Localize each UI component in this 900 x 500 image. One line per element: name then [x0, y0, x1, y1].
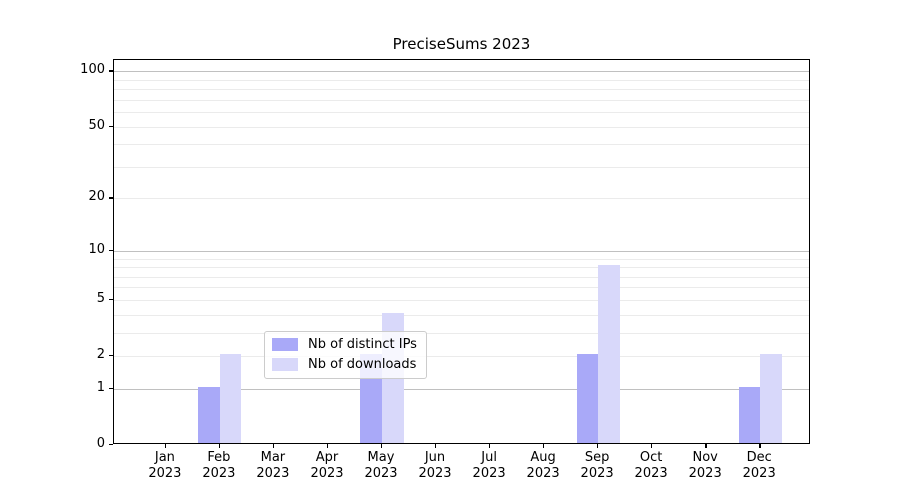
y-tick-mark-20 [109, 197, 113, 199]
y-tick-mark-10 [109, 249, 113, 252]
x-tick-mark-mar [272, 444, 275, 448]
bar-nb-of-downloads-dec [760, 354, 782, 443]
legend-swatch-nb-of-distinct-ips [272, 338, 298, 351]
gridline-minor-70 [114, 99, 809, 101]
gridline-major-100 [114, 71, 809, 73]
y-tick-label-1: 1 [96, 379, 105, 395]
chart-title: PreciseSums 2023 [392, 35, 531, 53]
legend-item-nb-of-distinct-ips: Nb of distinct IPs [272, 337, 417, 352]
gridline-minor-9 [114, 258, 809, 260]
gridline-minor-3 [114, 332, 809, 334]
x-tick-mark-dec [759, 444, 761, 448]
gridline-minor-7 [114, 276, 809, 278]
x-tick-mark-apr [327, 444, 329, 448]
y-tick-mark-100 [109, 70, 113, 72]
gridline-minor-2 [114, 356, 809, 357]
x-tick-mark-jul [489, 444, 491, 448]
x-tick-mark-nov [705, 444, 707, 448]
bar-nb-of-distinct-ips-feb [198, 386, 220, 443]
y-tick-label-5: 5 [96, 290, 105, 306]
x-tick-label-aug: Aug 2023 [526, 450, 560, 481]
gridline-minor-30 [114, 166, 809, 168]
gridline-minor-4 [114, 314, 809, 316]
y-tick-mark-1 [109, 387, 113, 390]
bar-nb-of-downloads-sep [598, 265, 620, 443]
bar-nb-of-distinct-ips-sep [576, 354, 599, 443]
gridline-minor-50 [114, 126, 809, 128]
legend-label-nb-of-downloads: Nb of downloads [308, 357, 417, 372]
x-tick-label-mar: Mar 2023 [256, 450, 290, 481]
y-tick-mark-50 [109, 125, 113, 127]
y-tick-label-10: 10 [88, 241, 105, 257]
gridline-major-10 [114, 250, 809, 252]
x-tick-label-jun: Jun 2023 [418, 450, 452, 481]
gridline-minor-40 [114, 144, 809, 146]
bar-nb-of-downloads-feb [219, 354, 242, 443]
gridline-minor-60 [114, 112, 809, 114]
legend-swatch-nb-of-downloads [272, 358, 298, 371]
y-tick-label-100: 100 [80, 62, 105, 78]
gridline-minor-6 [114, 287, 809, 289]
x-tick-label-may: May 2023 [364, 450, 398, 481]
gridline-minor-5 [114, 299, 809, 301]
gridline-major-1 [114, 388, 809, 390]
y-tick-label-0: 0 [96, 436, 105, 451]
x-tick-mark-may [381, 444, 383, 448]
x-tick-label-apr: Apr 2023 [310, 450, 344, 481]
plot-area [113, 59, 810, 444]
legend-label-nb-of-distinct-ips: Nb of distinct IPs [308, 337, 417, 352]
y-tick-label-2: 2 [96, 347, 105, 362]
legend: Nb of distinct IPs Nb of downloads [264, 331, 427, 379]
x-tick-label-feb: Feb 2023 [202, 450, 236, 481]
gridline-minor-90 [114, 79, 809, 81]
x-tick-label-dec: Dec 2023 [742, 450, 776, 481]
bar-nb-of-distinct-ips-dec [738, 386, 761, 443]
gridline-minor-80 [114, 89, 809, 91]
legend-item-nb-of-downloads: Nb of downloads [272, 357, 417, 372]
y-tick-mark-2 [109, 355, 113, 357]
x-tick-label-jul: Jul 2023 [472, 450, 506, 481]
gridline-minor-8 [114, 267, 809, 268]
x-tick-label-jan: Jan 2023 [148, 450, 182, 481]
y-tick-mark-0 [109, 444, 113, 446]
x-tick-mark-sep [597, 444, 599, 448]
x-tick-mark-feb [218, 444, 221, 448]
y-tick-mark-5 [109, 298, 113, 301]
x-tick-label-oct: Oct 2023 [634, 450, 668, 481]
x-tick-mark-jan [164, 444, 167, 448]
y-tick-label-20: 20 [88, 189, 105, 205]
x-tick-mark-oct [651, 444, 653, 448]
y-tick-label-50: 50 [88, 117, 105, 133]
x-tick-mark-jun [435, 444, 437, 448]
x-tick-mark-aug [543, 444, 545, 448]
x-tick-label-nov: Nov 2023 [688, 450, 722, 481]
gridline-minor-20 [114, 198, 809, 200]
x-tick-label-sep: Sep 2023 [580, 450, 614, 481]
